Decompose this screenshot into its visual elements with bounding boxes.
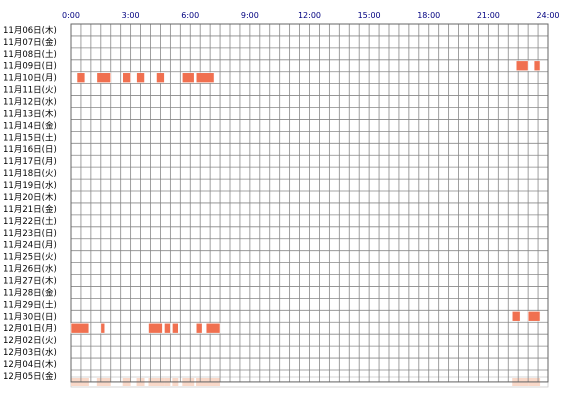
bar-layer	[70, 60, 541, 334]
day-label: 11月20日(木)	[3, 192, 57, 203]
x-tick-label: 3:00	[122, 11, 140, 20]
day-label: 11月11日(火)	[3, 86, 57, 96]
active-bar	[172, 322, 179, 334]
active-bar	[136, 72, 145, 83]
day-label: 11月12日(水)	[3, 97, 57, 108]
x-tick-label: 9:00	[241, 11, 259, 20]
day-label: 11月29日(土)	[3, 299, 57, 310]
active-bar	[100, 322, 106, 334]
day-label: 11月30日(日)	[3, 312, 57, 322]
day-label: 12月02日(火)	[3, 336, 57, 346]
day-label: 11月15日(土)	[3, 132, 57, 143]
active-bar	[96, 72, 112, 83]
active-bar	[122, 72, 131, 83]
day-label: 11月06日(木)	[3, 25, 57, 36]
active-bar	[511, 311, 521, 322]
day-label: 11月17日(月)	[3, 157, 57, 167]
label-layer: 0:00 3:00 6:00 9:00 12:00 15:00 18:00 21:00 24:0…	[3, 11, 560, 382]
day-label: 11月19日(水)	[3, 180, 57, 191]
x-tick-label: 18:00	[417, 11, 440, 20]
day-label: 11月27日(木)	[3, 275, 57, 286]
active-bar	[76, 72, 86, 83]
day-label: 11月28日(金)	[3, 287, 57, 298]
active-bar	[515, 60, 529, 72]
active-bar	[195, 72, 215, 83]
day-label: 11月21日(金)	[3, 204, 57, 215]
day-label: 11月10日(月)	[3, 74, 57, 84]
grid-layer	[70, 23, 549, 383]
x-tick-label: 21:00	[477, 11, 500, 20]
day-label: 12月04日(木)	[3, 359, 57, 370]
active-bar	[156, 72, 165, 83]
active-bar	[205, 322, 221, 334]
day-label: 11月22日(土)	[3, 216, 57, 227]
day-label: 11月07日(金)	[3, 37, 57, 48]
day-label: 11月24日(月)	[3, 241, 57, 251]
active-bar	[533, 60, 541, 72]
active-bar	[182, 72, 195, 83]
x-tick-label: 15:00	[358, 11, 381, 20]
x-tick-label: 12:00	[298, 11, 321, 20]
day-label: 11月14日(金)	[3, 120, 57, 131]
day-label: 12月05日(金)	[3, 371, 57, 382]
active-bar	[164, 322, 171, 334]
active-bar	[195, 322, 203, 334]
plot-border	[70, 23, 549, 383]
day-label: 12月01日(月)	[3, 324, 57, 334]
x-tick-label: 24:00	[536, 11, 559, 20]
day-label: 11月13日(木)	[3, 108, 57, 119]
active-bar	[148, 322, 163, 334]
day-label: 11月08日(土)	[3, 49, 57, 60]
active-bar	[70, 322, 90, 334]
x-tick-label: 0:00	[62, 11, 80, 20]
day-label: 11月23日(日)	[3, 229, 57, 239]
active-bar	[527, 311, 541, 322]
day-label: 11月16日(日)	[3, 145, 57, 155]
day-label: 11月26日(水)	[3, 264, 57, 275]
day-label: 11月25日(火)	[3, 253, 57, 263]
day-label: 11月18日(火)	[3, 169, 57, 179]
x-tick-label: 6:00	[181, 11, 199, 20]
day-label: 12月03日(水)	[3, 347, 57, 358]
day-label: 11月09日(日)	[3, 62, 57, 72]
